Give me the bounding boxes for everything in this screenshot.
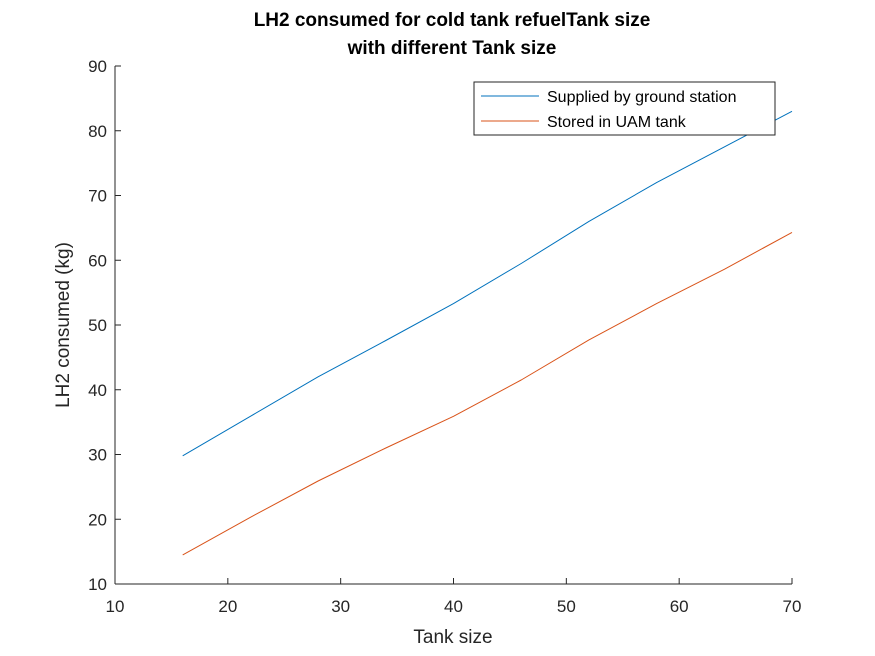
y-tick-label: 60 [88, 251, 107, 270]
x-tick-label: 50 [557, 597, 576, 616]
plot-area: 10 20 30 40 50 60 70 10 20 30 40 50 60 70 80 90 [88, 57, 801, 616]
legend-label-supplied: Supplied by ground station [547, 89, 736, 106]
x-tick-label: 60 [670, 597, 689, 616]
x-ticks: 10 20 30 40 50 60 70 [106, 578, 802, 616]
x-tick-label: 70 [783, 597, 802, 616]
y-axis-label: LH2 consumed (kg) [53, 242, 74, 408]
x-axis-label: Tank size [413, 627, 492, 648]
y-tick-label: 40 [88, 381, 107, 400]
series-layer [182, 110, 793, 556]
y-tick-label: 90 [88, 57, 107, 76]
x-tick-label: 30 [331, 597, 350, 616]
y-ticks: 10 20 30 40 50 60 70 80 90 [88, 57, 121, 594]
y-tick-label: 70 [88, 187, 107, 206]
series-line-0 [182, 110, 793, 457]
chart-title-line-2: with different Tank size [347, 38, 557, 59]
legend: Supplied by ground station Stored in UAM… [473, 81, 776, 136]
legend-label-stored: Stored in UAM tank [547, 114, 687, 131]
x-tick-label: 20 [218, 597, 237, 616]
y-tick-label: 10 [88, 575, 107, 594]
y-tick-label: 80 [88, 122, 107, 141]
series-line-1 [182, 231, 793, 556]
y-tick-label: 20 [88, 510, 107, 529]
y-tick-label: 50 [88, 316, 107, 335]
x-tick-label: 10 [106, 597, 125, 616]
axes-box [115, 66, 792, 584]
x-tick-label: 40 [444, 597, 463, 616]
legend-box [473, 81, 776, 136]
chart-title-line-1: LH2 consumed for cold tank refuelTank si… [254, 10, 651, 31]
y-tick-label: 30 [88, 446, 107, 465]
